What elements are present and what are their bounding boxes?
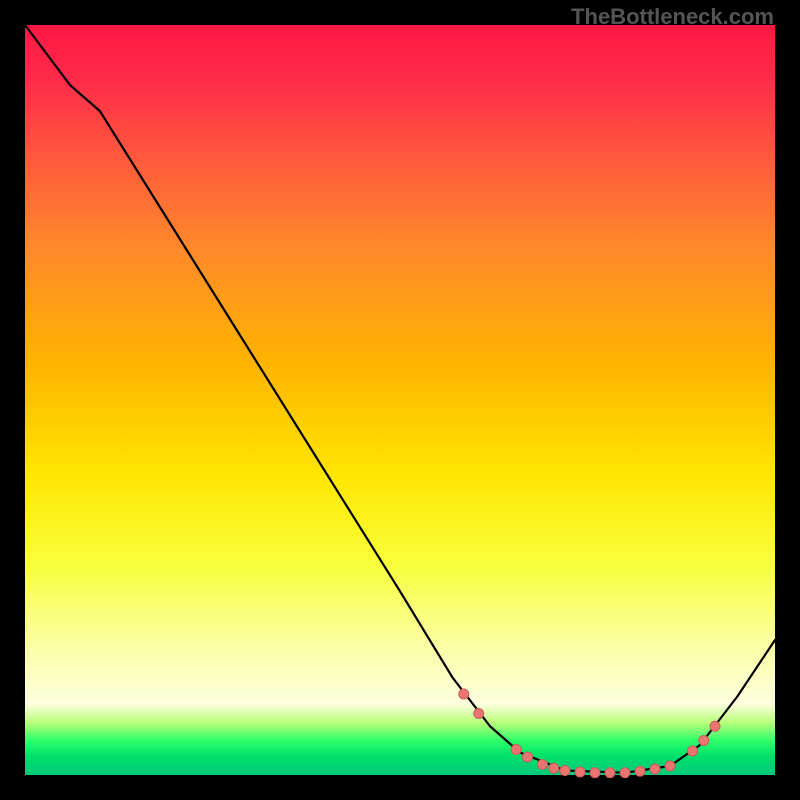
marker-point xyxy=(560,766,570,776)
marker-point xyxy=(710,721,720,731)
chart-container: TheBottleneck.com xyxy=(0,0,800,800)
marker-point xyxy=(605,768,615,778)
marker-point xyxy=(523,752,533,762)
marker-point xyxy=(549,763,559,773)
marker-point xyxy=(538,760,548,770)
marker-point xyxy=(635,766,645,776)
marker-point xyxy=(511,745,521,755)
marker-point xyxy=(688,746,698,756)
watermark-text: TheBottleneck.com xyxy=(571,4,774,30)
marker-point xyxy=(620,768,630,778)
marker-point xyxy=(459,689,469,699)
marker-point xyxy=(590,768,600,778)
marker-point xyxy=(575,767,585,777)
plot-area xyxy=(25,25,775,775)
chart-svg xyxy=(25,25,775,775)
curve-line xyxy=(25,25,775,773)
marker-point xyxy=(699,736,709,746)
marker-point xyxy=(665,761,675,771)
marker-point xyxy=(650,764,660,774)
marker-point xyxy=(474,709,484,719)
